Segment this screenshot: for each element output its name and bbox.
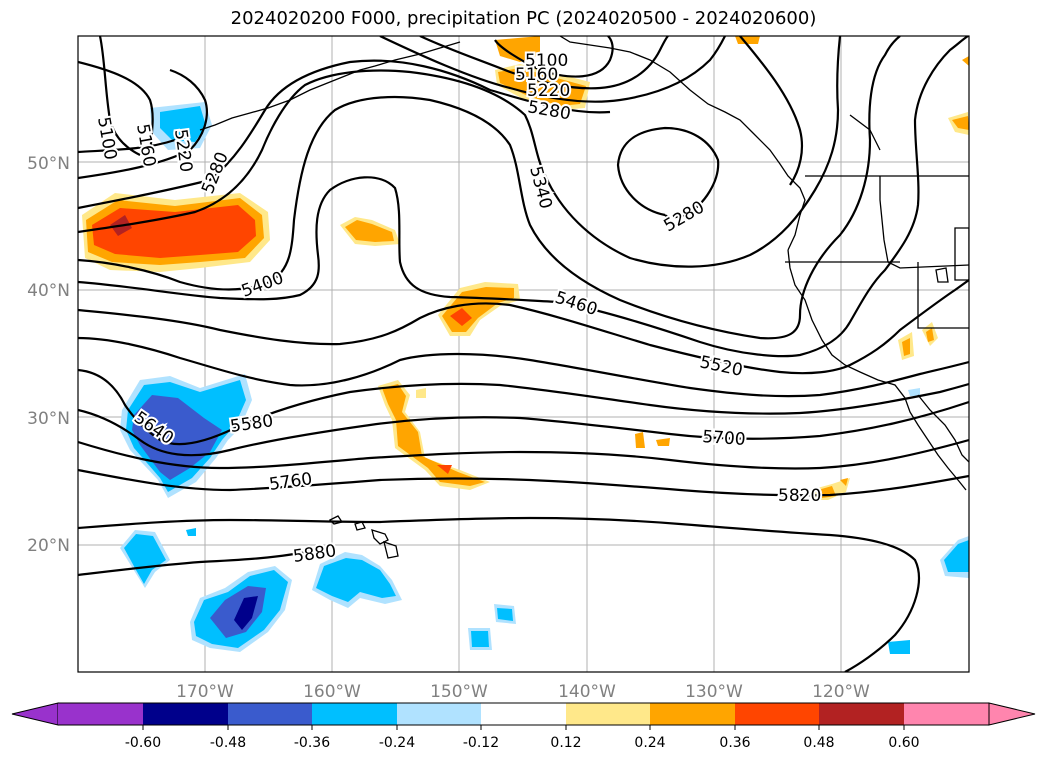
contour-label: 5220	[527, 81, 570, 101]
colorbar-bin	[566, 703, 650, 725]
contour-label: 5340	[525, 164, 556, 211]
colorbar: -0.60 -0.48 -0.36 -0.24 -0.12 0.12 0.24 …	[11, 702, 1036, 751]
colorbar-tick: -0.48	[210, 735, 246, 751]
colorbar-bin	[819, 703, 904, 725]
colorbar-bin	[735, 703, 819, 725]
colorbar-tick: 0.24	[634, 735, 665, 751]
contour-label: 5280	[198, 149, 233, 197]
contour-label: 5100	[93, 115, 120, 161]
precip-shading	[82, 36, 969, 654]
lon-label-150w: 150°W	[430, 682, 488, 702]
colorbar-bin	[228, 703, 312, 725]
map-frame	[77, 35, 970, 673]
contour-label: 5160	[515, 65, 558, 85]
contour-label: 5700	[702, 427, 747, 450]
colorbar-bin	[143, 703, 228, 725]
map-title: 2024020200 F000, precipitation PC (20240…	[230, 8, 817, 29]
colorbar-tick: 0.12	[550, 735, 581, 751]
contour-label: 5460	[552, 288, 599, 320]
colorbar-tick: -0.12	[463, 735, 499, 751]
contour-label: 5820	[778, 486, 821, 506]
lon-label-170w: 170°W	[176, 682, 234, 702]
colorbar-bin	[312, 703, 397, 725]
colorbar-tick: -0.36	[294, 735, 330, 751]
colorbar-tick: -0.60	[125, 735, 161, 751]
colorbar-bin	[58, 703, 143, 725]
lat-labels: 50°N 40°N 30°N 20°N	[27, 154, 70, 556]
colorbar-bin	[397, 703, 481, 725]
lon-label-160w: 160°W	[303, 682, 361, 702]
colorbar-extend-right	[988, 702, 1036, 726]
contour-label: 5400	[239, 268, 286, 302]
colorbar-tick: 0.60	[888, 735, 919, 751]
colorbar-extend-left	[11, 702, 59, 726]
colorbar-tick: 0.48	[803, 735, 834, 751]
colorbar-bin	[650, 703, 735, 725]
lat-label-40: 40°N	[27, 281, 70, 301]
height-contours	[78, 36, 969, 672]
colorbar-bin	[481, 703, 566, 725]
gridlines	[78, 36, 969, 672]
colorbar-bin	[904, 703, 989, 725]
lon-label-130w: 130°W	[685, 682, 743, 702]
contour-label: 5760	[268, 469, 314, 495]
contour-label: 5520	[698, 352, 744, 381]
contour-label: 5280	[661, 197, 708, 236]
lat-label-30: 30°N	[27, 409, 70, 429]
contour-label: 5100	[525, 51, 568, 71]
colorbar-tick: -0.24	[379, 735, 415, 751]
colorbar-tick: 0.36	[719, 735, 750, 751]
lon-label-140w: 140°W	[558, 682, 616, 702]
lat-label-50: 50°N	[27, 154, 70, 174]
lat-label-20: 20°N	[27, 536, 70, 556]
lon-labels: 170°W 160°W 150°W 140°W 130°W 120°W	[176, 682, 870, 702]
lon-label-120w: 120°W	[812, 682, 870, 702]
